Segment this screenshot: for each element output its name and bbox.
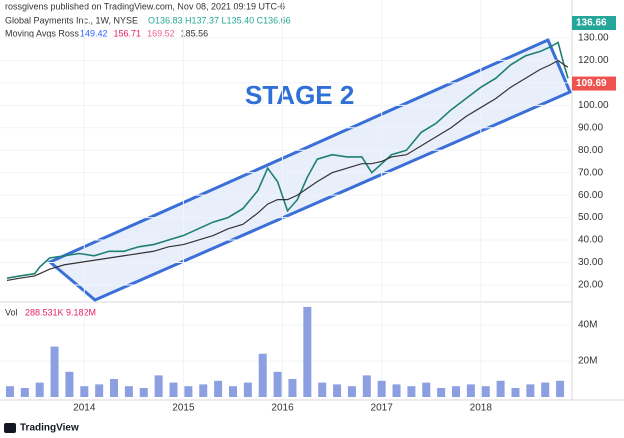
price-line (6, 41, 569, 280)
y-tick-label: 30.00 (578, 257, 603, 268)
indicator-value: 169.52 (147, 28, 175, 38)
volume-bar (154, 375, 163, 397)
volume-bar (228, 386, 237, 397)
volume-bar (139, 387, 148, 397)
volume-bar (95, 384, 104, 397)
volume-bar (214, 380, 223, 397)
x-tick-label: 2017 (371, 403, 394, 414)
volume-bar (466, 384, 475, 397)
price-label-box (572, 15, 616, 30)
volume-bar (526, 384, 535, 397)
chart-title: Global Payments Inc., 1W, NYSE (5, 15, 138, 25)
ohlc: O136.83 H137.37 L135.40 C136.66 (148, 15, 291, 25)
volume-bar (243, 382, 252, 397)
y-tick-label: 120.00 (578, 55, 609, 66)
volume-bar (377, 380, 386, 397)
volume-bar (80, 386, 89, 397)
volume-bar (347, 386, 356, 397)
published: rossgivens published on TradingView.com,… (5, 1, 285, 11)
volume-bar (169, 382, 178, 397)
volume-bar (362, 375, 371, 397)
y-tick-label: 70.00 (578, 167, 603, 178)
y-tick-label: 40M (578, 320, 597, 331)
volume-bar (496, 380, 505, 397)
indicator-name: Moving Avgs Ross (5, 28, 79, 38)
y-tick-label: 40.00 (578, 235, 603, 246)
indicator-value: 156.71 (114, 28, 142, 38)
volume-bar (20, 387, 29, 397)
volume-bar (556, 380, 565, 397)
volume-bar (541, 382, 550, 397)
volume-bar (273, 371, 282, 397)
volume-bar (35, 382, 44, 397)
x-tick-label: 2015 (172, 403, 195, 414)
volume-bar (452, 386, 461, 397)
volume-bar (318, 382, 327, 397)
price-label: 136.66 (576, 18, 607, 29)
volume-bar (110, 378, 119, 397)
indicator-value: 149.42 (80, 28, 108, 38)
indicator-value: 185.56 (181, 28, 209, 38)
price-line (6, 59, 569, 282)
volume-bar (199, 384, 208, 397)
volume-bar (511, 387, 520, 397)
volume-bar (422, 382, 431, 397)
volume-bar (303, 306, 312, 397)
volume-bar (333, 384, 342, 397)
volume-bar (184, 386, 193, 397)
y-tick-label: 60.00 (578, 190, 603, 201)
logo-icon (4, 423, 16, 433)
y-tick-label: 130.00 (578, 33, 609, 44)
y-tick-label: 50.00 (578, 212, 603, 223)
price-label: 109.69 (576, 78, 607, 89)
volume-bar (437, 387, 446, 397)
volume-bar (288, 378, 297, 397)
volume-bar (258, 353, 267, 397)
y-tick-label: 100.00 (578, 100, 609, 111)
volume-legend: 288.531K 9.182M (25, 307, 96, 317)
volume-bar (407, 386, 416, 397)
x-tick-label: 2018 (470, 403, 493, 414)
price-label-box (572, 76, 616, 91)
volume-bar (124, 386, 133, 397)
y-tick-label: 80.00 (578, 145, 603, 156)
volume-bar (50, 346, 59, 397)
y-tick-label: 20M (578, 356, 597, 367)
x-tick-label: 2016 (271, 403, 294, 414)
volume-bar (65, 371, 74, 397)
volume-bar (481, 386, 490, 397)
x-tick-label: 2014 (73, 403, 96, 414)
y-tick-label: 90.00 (578, 122, 603, 133)
logo: TradingView (20, 423, 79, 434)
volume-bar (5, 386, 14, 397)
y-tick-label: 20.00 (578, 280, 603, 291)
volume-title: Vol (5, 307, 18, 317)
volume-bar (392, 384, 401, 397)
